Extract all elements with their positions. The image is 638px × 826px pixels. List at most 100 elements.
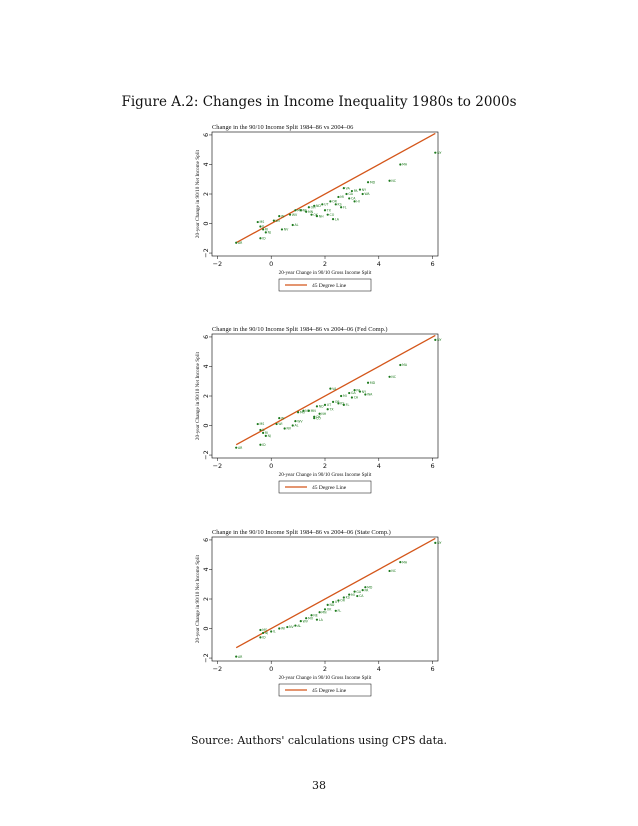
source-note: Source: Authors' calculations using CPS … — [190, 734, 448, 747]
data-point: MN — [307, 409, 316, 413]
point-label: NC — [391, 569, 396, 573]
x-tick-label: −2 — [213, 260, 223, 268]
point-marker — [342, 596, 345, 599]
point-marker — [342, 186, 345, 190]
point-label: TX — [328, 407, 334, 411]
x-axis-label: 20-year Change in 90/10 Gross Income Spl… — [279, 472, 372, 478]
reference-line-45 — [235, 334, 436, 446]
point-label: MS — [260, 220, 265, 224]
data-point: NJ — [262, 631, 268, 635]
data-point: PA — [361, 588, 369, 592]
data-point: MI — [340, 394, 347, 398]
point-marker — [313, 204, 316, 207]
point-marker — [334, 203, 337, 206]
y-tick-label: 4 — [202, 567, 210, 571]
data-point: IN — [278, 214, 285, 218]
legend-label: 45 Degree Line — [312, 485, 347, 491]
point-label: AL — [297, 624, 301, 628]
point-marker — [270, 630, 273, 633]
point-marker — [399, 363, 402, 367]
point-label: WV — [297, 419, 303, 423]
point-marker — [291, 424, 294, 427]
data-point: NC — [388, 375, 397, 379]
data-point: MD — [364, 585, 373, 589]
point-marker — [366, 181, 370, 184]
point-marker — [259, 225, 262, 228]
x-tick-label: −2 — [213, 462, 223, 470]
point-marker — [307, 206, 310, 209]
data-point: AR — [235, 241, 243, 245]
data-point: ID — [259, 236, 266, 240]
data-point: AL — [291, 223, 299, 227]
point-label: OH — [311, 205, 317, 209]
y-axis-label: 20-year Change in 90/10 Net Income Split — [195, 149, 201, 238]
point-label: MO — [308, 616, 314, 620]
point-label: MD — [367, 585, 373, 589]
y-tick-label: 4 — [202, 162, 210, 166]
point-label: IL — [262, 225, 265, 229]
data-point: MS — [256, 422, 264, 426]
data-point: WA — [364, 393, 373, 397]
point-marker — [310, 213, 313, 216]
data-point: NJ — [264, 231, 271, 235]
point-marker — [235, 655, 238, 658]
point-marker — [235, 241, 238, 244]
point-marker — [262, 431, 265, 435]
point-label: NC — [391, 375, 396, 379]
data-point: NH — [315, 214, 324, 218]
data-point: TX — [323, 208, 332, 212]
point-marker — [348, 197, 351, 200]
y-axis-label: 20-year Change in 90/10 Net Income Split — [195, 351, 201, 440]
point-label: NY — [437, 541, 441, 545]
point-marker — [280, 228, 284, 231]
point-label: FL — [346, 403, 350, 407]
point-marker — [353, 388, 356, 392]
point-marker — [323, 209, 327, 212]
point-label: OR — [340, 599, 346, 603]
x-tick-label: 6 — [431, 260, 435, 268]
data-point: UT — [323, 403, 331, 407]
point-label: GA — [351, 391, 356, 395]
point-label: NC — [391, 179, 396, 183]
data-point: NH — [318, 412, 327, 416]
point-label: WV — [292, 213, 298, 217]
point-marker — [262, 631, 265, 635]
y-tick-label: 2 — [202, 394, 210, 398]
data-point: CO — [313, 416, 321, 420]
point-label: CO — [329, 213, 334, 217]
point-label: NE — [305, 409, 309, 413]
point-label: MD — [370, 381, 376, 385]
point-marker — [331, 600, 335, 604]
x-tick-label: 4 — [377, 260, 381, 268]
point-label: ID — [262, 443, 266, 447]
point-marker — [399, 560, 402, 564]
data-point: MS — [259, 628, 267, 632]
x-tick-label: 4 — [377, 665, 381, 673]
point-marker — [318, 611, 321, 614]
point-label: NY — [362, 188, 366, 192]
data-point: CA — [350, 396, 359, 400]
point-label: NV — [286, 427, 291, 431]
point-marker — [278, 627, 281, 630]
point-label: KS — [338, 203, 342, 207]
data-point: LA — [331, 217, 340, 221]
point-label: IN — [281, 214, 285, 218]
point-marker — [337, 402, 340, 405]
page-number: 38 — [312, 779, 326, 792]
point-label: RI — [265, 228, 268, 232]
chart-svg: Change in the 90/10 Income Split 1984–86… — [195, 529, 441, 697]
data-point: NJ — [264, 434, 271, 438]
point-label: AR — [238, 446, 243, 450]
scatter-panel-2: Change in the 90/10 Income Split 1984–86… — [186, 320, 456, 502]
figure-title: Figure A.2: Changes in Income Inequality… — [121, 94, 517, 110]
data-point: OK — [323, 608, 332, 612]
data-point: AL — [291, 424, 299, 428]
point-label: MA — [402, 163, 408, 167]
point-marker — [256, 220, 259, 224]
legend-box — [278, 278, 372, 292]
point-label: CA — [354, 396, 359, 400]
y-tick-label: −2 — [202, 653, 210, 663]
legend-box — [278, 683, 372, 697]
point-marker — [399, 163, 402, 166]
data-point: NE — [310, 613, 318, 617]
